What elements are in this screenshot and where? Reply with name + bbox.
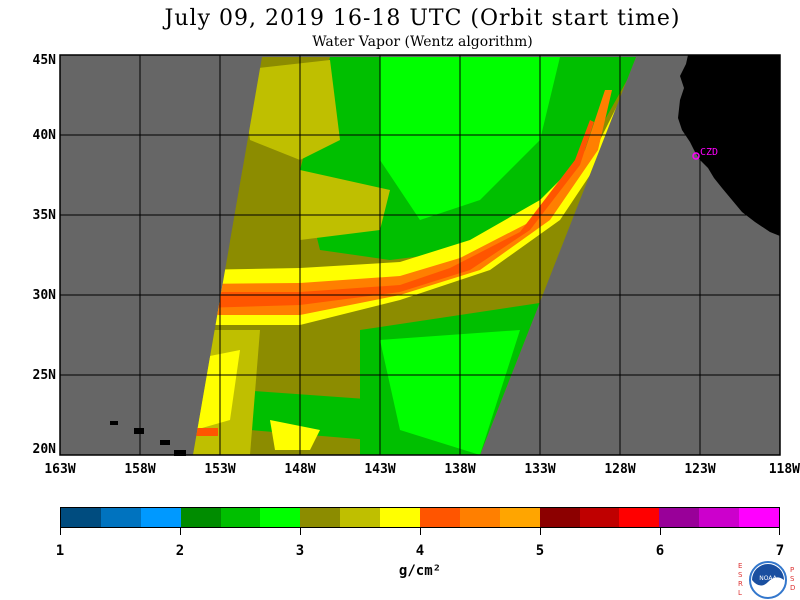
colorbar-tick <box>180 527 181 535</box>
map-title: July 09, 2019 16-18 UTC (Orbit start tim… <box>164 6 681 31</box>
logo-name: NOAA <box>759 575 777 582</box>
colorbar-segment <box>579 508 620 527</box>
lon-label-123w: 123W <box>684 462 716 477</box>
colorbar-segment <box>340 508 381 527</box>
station-label: CZD <box>700 147 718 158</box>
colorbar-tick <box>300 527 301 535</box>
lon-label-138w: 138W <box>444 462 476 477</box>
lat-label-35n: 35N <box>32 208 56 223</box>
lon-label-148w: 148W <box>284 462 316 477</box>
colorbar-units: g/cm² <box>398 563 442 579</box>
lat-label-25n: 25N <box>32 368 56 383</box>
lat-label-40n: 40N <box>32 128 56 143</box>
colorbar-segment <box>180 508 221 527</box>
lon-label-128w: 128W <box>604 462 636 477</box>
colorbar-segment <box>140 508 181 527</box>
hawaii-island-big <box>174 450 186 456</box>
colorbar-segment <box>420 508 460 527</box>
colorbar-label-7: 7 <box>775 543 785 559</box>
colorbar-tick <box>660 527 661 535</box>
colorbar-segment <box>619 508 660 527</box>
colorbar-label-2: 2 <box>175 543 185 559</box>
lon-label-143w: 143W <box>364 462 396 477</box>
colorbar-label-5: 5 <box>535 543 545 559</box>
colorbar-segment <box>100 508 141 527</box>
colorbar-label-6: 6 <box>655 543 665 559</box>
lon-label-163w: 163W <box>44 462 76 477</box>
lon-label-118w: 118W <box>768 462 800 477</box>
lon-label-153w: 153W <box>204 462 236 477</box>
colorbar-tick <box>779 527 780 535</box>
colorbar-segment <box>300 508 341 527</box>
lat-label-20n: 20N <box>32 442 56 457</box>
north-america-land <box>678 55 780 236</box>
colorbar-label-3: 3 <box>295 543 305 559</box>
colorbar-tick <box>540 527 541 535</box>
colorbar-label-4: 4 <box>415 543 425 559</box>
colorbar-segment <box>539 508 580 527</box>
colorbar-label-1: 1 <box>55 543 65 559</box>
lon-label-158w: 158W <box>124 462 156 477</box>
colorbar-segment <box>459 508 500 527</box>
map-subtitle: Water Vapor (Wentz algorithm) <box>312 34 533 50</box>
colorbar-segment <box>260 508 301 527</box>
colorbar <box>60 507 780 528</box>
colorbar-segment <box>380 508 421 527</box>
bright-green-region-north <box>380 57 560 220</box>
colorbar-segment <box>499 508 540 527</box>
map-frame <box>59 54 781 456</box>
colorbar-segment <box>699 508 740 527</box>
lon-label-133w: 133W <box>524 462 556 477</box>
colorbar-segment <box>739 508 780 527</box>
hawaii-island-kauai <box>110 421 118 425</box>
colorbar-segment <box>61 508 101 527</box>
colorbar-tick <box>60 527 61 535</box>
station-marker-icon <box>692 152 700 160</box>
map-grid <box>60 55 780 455</box>
noaa-seal-icon: NOAA <box>749 561 787 599</box>
hawaii-island-maui <box>160 440 170 445</box>
colorbar-segment <box>220 508 261 527</box>
hawaii-island-oahu <box>134 428 144 434</box>
lat-label-30n: 30N <box>32 288 56 303</box>
colorbar-segment <box>659 508 700 527</box>
colorbar-tick <box>420 527 421 535</box>
lat-label-45n: 45N <box>32 53 56 68</box>
